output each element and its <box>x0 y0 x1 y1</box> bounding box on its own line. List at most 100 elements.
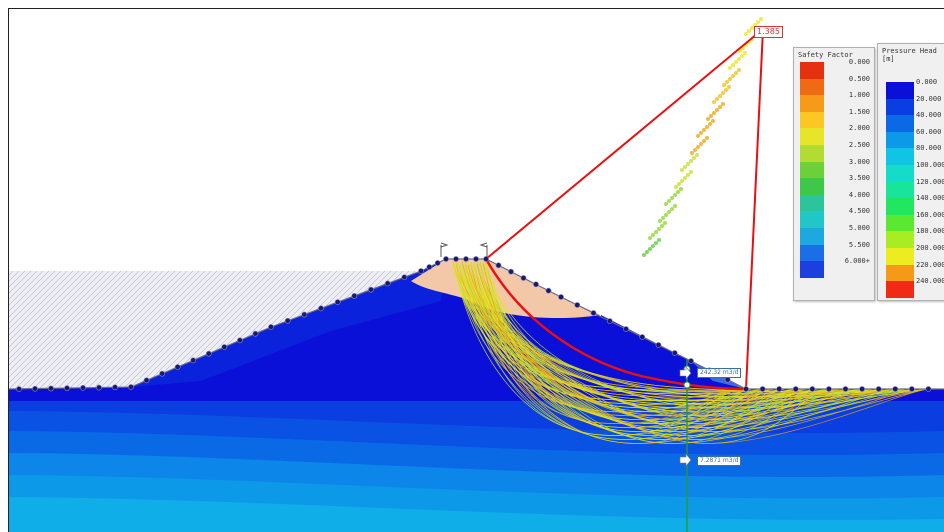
legend-value: 200.000 <box>916 244 944 252</box>
legend-swatch <box>800 211 824 228</box>
slip-center-point <box>680 179 684 183</box>
surface-node[interactable] <box>174 364 181 370</box>
surface-node[interactable] <box>16 386 22 392</box>
surface-node[interactable] <box>508 268 514 275</box>
surface-node[interactable] <box>80 384 86 391</box>
surface-node[interactable] <box>32 385 38 392</box>
flux-arrow-icon <box>679 366 692 380</box>
surface-node[interactable] <box>743 386 749 392</box>
flux-label-bottom[interactable]: 7.2871 m3/d <box>697 456 742 466</box>
surface-node[interactable] <box>606 318 613 324</box>
surface-node[interactable] <box>892 386 899 392</box>
slip-center-point <box>658 219 662 223</box>
surface-node[interactable] <box>453 256 459 262</box>
legend-value: 3.500 <box>848 174 870 183</box>
surface-node[interactable] <box>925 386 932 392</box>
surface-node[interactable] <box>143 377 150 384</box>
surface-node[interactable] <box>334 299 341 306</box>
surface-node[interactable] <box>558 294 564 300</box>
surface-node[interactable] <box>351 292 358 299</box>
legend-value: 1.500 <box>848 107 870 116</box>
surface-node[interactable] <box>268 324 274 330</box>
trial-slip-surface <box>482 262 852 417</box>
surface-node[interactable] <box>655 342 662 348</box>
surface-node[interactable] <box>759 386 766 392</box>
slip-center-point <box>654 230 658 234</box>
surface-node[interactable] <box>483 256 489 262</box>
surface-node[interactable] <box>590 310 597 316</box>
slope-limit-markers[interactable] <box>440 242 488 257</box>
surface-node[interactable] <box>623 326 629 332</box>
surface-node[interactable] <box>520 275 527 281</box>
slip-center-point <box>690 151 694 155</box>
slip-center-point <box>702 128 706 132</box>
slip-center-point <box>663 221 667 225</box>
pressure-head-legend[interactable]: Pressure Head [m] 0.000 20.000 40.000 60.00… <box>877 43 944 301</box>
surface-node[interactable] <box>112 384 118 391</box>
surface-node[interactable] <box>842 386 849 392</box>
surface-node[interactable] <box>301 311 308 318</box>
surface-node[interactable] <box>221 344 228 350</box>
critical-safety-factor-label[interactable]: 1.385 <box>754 26 783 38</box>
slope-stability-scene[interactable] <box>9 9 944 532</box>
trial-slip-surface <box>476 263 896 421</box>
surface-node[interactable] <box>908 386 915 392</box>
surface-node[interactable] <box>792 386 799 392</box>
flux-label-top[interactable]: 242.32 m3/d <box>697 368 742 378</box>
flux-point[interactable] <box>683 381 691 389</box>
trial-slip-surface <box>461 262 907 436</box>
surface-node[interactable] <box>418 268 424 274</box>
surface-node[interactable] <box>96 384 102 391</box>
surface-node[interactable] <box>48 385 54 392</box>
surface-node[interactable] <box>809 386 816 392</box>
surface-node[interactable] <box>826 386 832 392</box>
legend-value: 5.500 <box>848 240 870 249</box>
critical-slip-surface[interactable] <box>484 258 747 391</box>
safety-factor-legend[interactable]: Safety Factor 0.000 0.500 1.000 1.500 2.000 2… <box>793 47 875 301</box>
surface-node[interactable] <box>776 386 783 392</box>
surface-node[interactable] <box>236 337 243 344</box>
slip-center-point <box>721 91 725 95</box>
surface-node[interactable] <box>401 274 408 281</box>
slip-center-point <box>670 207 674 211</box>
surface-node[interactable] <box>434 260 441 266</box>
slip-center-point <box>705 125 709 129</box>
slip-center-point <box>657 238 661 242</box>
slip-center-point <box>711 119 715 123</box>
surface-node[interactable] <box>463 256 469 262</box>
surface-node[interactable] <box>688 358 694 364</box>
surface-node[interactable] <box>545 287 552 294</box>
surface-node[interactable] <box>875 386 882 392</box>
surface-node[interactable] <box>671 350 678 356</box>
slip-center-point <box>708 122 712 126</box>
legend-swatch <box>800 78 824 96</box>
surface-node[interactable] <box>495 262 502 269</box>
surface-node[interactable] <box>533 281 539 288</box>
surface-node[interactable] <box>190 357 197 364</box>
legend-value: 160.000 <box>916 210 944 219</box>
surface-node[interactable] <box>384 280 391 287</box>
safety-factor-legend-title: Safety Factor <box>798 51 853 59</box>
surface-node[interactable] <box>318 305 324 312</box>
surface-node[interactable] <box>859 386 865 392</box>
surface-node[interactable] <box>443 256 449 262</box>
model-viewport[interactable]: 1.385 242.32 m3/d 7.2871 m3/d Safety Fac… <box>8 8 944 532</box>
surface-node[interactable] <box>128 384 134 390</box>
surface-node[interactable] <box>64 385 70 392</box>
surface-nodes[interactable] <box>16 256 932 392</box>
slip-center-point <box>667 210 671 214</box>
surface-node[interactable] <box>426 264 433 270</box>
legend-value: 60.000 <box>916 127 942 136</box>
legend-swatch <box>886 198 914 215</box>
surface-node[interactable] <box>284 317 291 324</box>
surface-node[interactable] <box>574 302 581 308</box>
surface-node[interactable] <box>205 350 212 357</box>
surface-node[interactable] <box>473 256 479 262</box>
surface-node[interactable] <box>159 370 166 377</box>
surface-node[interactable] <box>639 334 646 340</box>
slip-center-point <box>712 100 716 104</box>
legend-value: 2.000 <box>848 124 870 133</box>
surface-node[interactable] <box>368 286 374 293</box>
slip-center-point <box>683 165 687 169</box>
surface-node[interactable] <box>252 330 259 337</box>
